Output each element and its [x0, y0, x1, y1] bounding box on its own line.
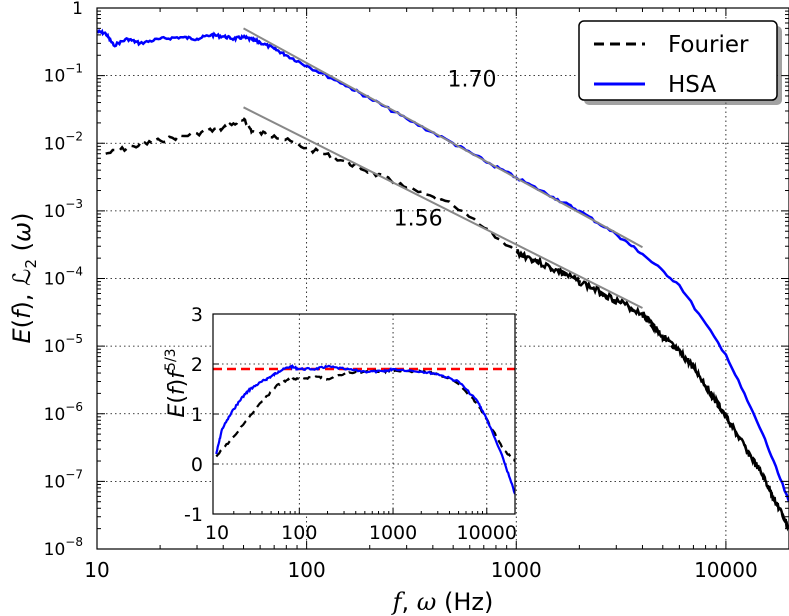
- main-y-tick-exp: −4: [65, 265, 83, 279]
- main-y-tick-exp: −8: [65, 535, 83, 549]
- y-label-L: ℒ: [8, 269, 36, 286]
- inset-x-tick-label: 10: [205, 522, 229, 544]
- y-label-sub: 2: [22, 259, 40, 269]
- inset-y-label-f: f: [165, 384, 190, 395]
- main-y-tick-exp: −2: [65, 129, 83, 143]
- inset-x-tick-label: 1000: [369, 522, 417, 544]
- inset-x-tick-label: 10000: [457, 522, 517, 544]
- legend-label-fourier: Fourier: [668, 32, 749, 58]
- main-y-tick-base: 10: [44, 540, 66, 560]
- main-y-tick-label: 10−6: [44, 400, 83, 425]
- main-y-tick-exp: −3: [65, 197, 83, 211]
- inset-x-tick-label: 100: [281, 522, 317, 544]
- inset-y-label-f2: f: [165, 368, 190, 379]
- main-y-tick-exp: −5: [65, 332, 83, 346]
- inset-series: [213, 364, 515, 495]
- main-y-tick-base: 10: [44, 337, 66, 357]
- main-y-tick-base: 10: [44, 202, 66, 222]
- main-y-tick-base: 1: [72, 0, 83, 19]
- main-y-tick-exp: −1: [65, 62, 83, 76]
- main-y-tick-label: 10−2: [44, 129, 83, 154]
- series-line-fourier-dense: [516, 249, 789, 532]
- inset-grid: [213, 314, 515, 514]
- inset-series-line-hsa: [215, 364, 515, 495]
- series-line-hsa: [97, 28, 789, 503]
- y-axis-label: E(f), ℒ2 (ω): [8, 213, 40, 344]
- y-label-rp2: ): [8, 213, 36, 222]
- x-label-comma: ,: [402, 588, 417, 616]
- x-label-unit: (Hz): [436, 588, 493, 616]
- x-label-omega: ω: [417, 588, 437, 616]
- x-axis-label: f, ω (Hz): [391, 588, 494, 616]
- y-label-lp: (: [8, 319, 36, 328]
- inset-y-tick-label: -1: [184, 504, 203, 526]
- main-y-tick-base: 10: [44, 472, 66, 492]
- legend: Fourier HSA: [578, 20, 782, 105]
- fit-line-1: [243, 106, 643, 309]
- fit-line-0: [243, 27, 643, 249]
- inset-y-axis-label: E(f)f5/3: [163, 348, 190, 417]
- main-y-tick-exp: −6: [65, 400, 83, 414]
- main-y-tick-label: 10−8: [44, 535, 83, 560]
- main-y-tick-label: 10−7: [44, 467, 83, 492]
- main-x-tick-label: 100: [288, 558, 326, 582]
- y-label-omega: ω: [8, 222, 36, 242]
- inset-y-label-rp: ): [165, 379, 190, 388]
- main-y-tick-base: 10: [44, 270, 66, 290]
- inset-y-label-lp: (: [165, 395, 190, 404]
- inset-y-label-exp: 5/3: [163, 348, 179, 371]
- fit-slope-label-fourier: 1.56: [394, 206, 443, 231]
- y-label-rp: ): [8, 301, 36, 310]
- inset-y-label-E: E: [165, 404, 190, 418]
- legend-label-hsa: HSA: [668, 72, 716, 98]
- main-y-tick-label: 10−1: [44, 62, 83, 87]
- inset-y-tick-label: 2: [191, 354, 203, 376]
- main-series: [97, 28, 789, 532]
- main-y-tick-base: 10: [44, 134, 66, 154]
- main-x-tick-label: 1000: [491, 558, 542, 582]
- inset-y-tick-label: 0: [191, 454, 203, 476]
- main-x-tick-label: 10000: [694, 558, 758, 582]
- main-y-tick-exp: −7: [65, 467, 83, 481]
- inset-ticks: 100 1000 10000 10-1 0 1 2 3: [184, 304, 517, 544]
- main-y-tick-label: 1: [72, 0, 83, 19]
- y-label-lp2: (: [8, 242, 36, 259]
- main-y-tick-label: 10−3: [44, 197, 83, 222]
- main-y-tick-label: 10−5: [44, 332, 83, 357]
- main-y-tick-base: 10: [44, 405, 66, 425]
- main-ticks: 10 100 1000 10000110−110−210−310−410−510−61…: [44, 0, 789, 582]
- main-y-tick-label: 10−4: [44, 265, 83, 290]
- inset-y-tick-label: 1: [191, 404, 203, 426]
- fit-slope-label-hsa: 1.70: [448, 68, 497, 93]
- y-label-E: E: [8, 327, 36, 343]
- main-y-tick-base: 10: [44, 67, 66, 87]
- legend-box: [578, 20, 778, 101]
- y-label-sep: ,: [8, 286, 36, 301]
- main-x-tick-label: 10: [84, 558, 109, 582]
- main-fits: [243, 27, 643, 309]
- inset-y-tick-label: 3: [191, 304, 203, 326]
